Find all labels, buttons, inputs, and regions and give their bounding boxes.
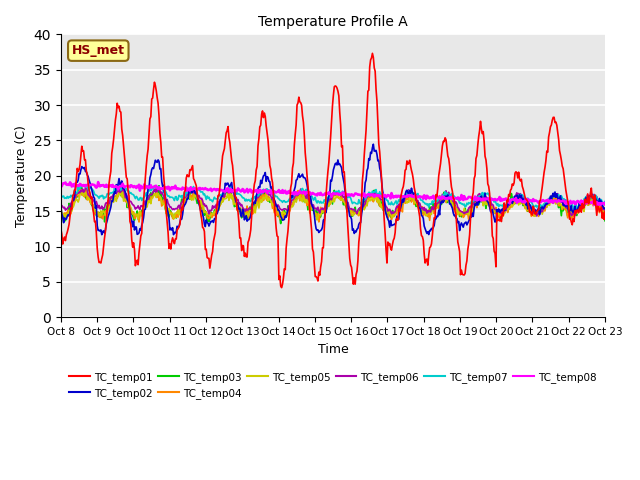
TC_temp03 (601, 218, 609, 224)
TC_temp08 (421, 193, 429, 199)
TC_temp05 (422, 213, 430, 219)
TC_temp02 (57, 204, 65, 210)
TC_temp02 (98, 232, 106, 238)
TC_temp04 (601, 212, 609, 217)
Line: TC_temp08: TC_temp08 (61, 182, 605, 206)
TC_temp07 (570, 207, 578, 213)
TC_temp06 (601, 207, 609, 213)
TC_temp04 (422, 208, 430, 214)
TC_temp08 (601, 202, 609, 207)
TC_temp04 (155, 198, 163, 204)
TC_temp04 (199, 207, 207, 213)
TC_temp07 (601, 199, 609, 204)
TC_temp01 (380, 203, 387, 209)
TC_temp06 (379, 196, 387, 202)
TC_temp02 (304, 188, 312, 193)
TC_temp04 (305, 199, 313, 204)
TC_temp06 (304, 195, 312, 201)
TC_temp01 (468, 194, 476, 200)
TC_temp03 (468, 200, 476, 205)
TC_temp03 (155, 183, 163, 189)
TC_temp08 (468, 195, 476, 201)
TC_temp07 (78, 182, 86, 188)
TC_temp04 (468, 209, 476, 215)
TC_temp01 (601, 209, 609, 215)
TC_temp07 (379, 191, 387, 196)
TC_temp03 (154, 192, 161, 198)
TC_temp05 (380, 204, 387, 210)
TC_temp08 (379, 194, 387, 200)
Y-axis label: Temperature (C): Temperature (C) (15, 125, 28, 227)
TC_temp04 (380, 201, 387, 206)
TC_temp06 (468, 205, 476, 211)
TC_temp03 (57, 211, 65, 216)
TC_temp01 (278, 285, 285, 290)
TC_temp02 (369, 142, 377, 147)
TC_temp07 (468, 198, 476, 204)
TC_temp05 (57, 205, 65, 211)
TC_temp06 (81, 185, 89, 191)
TC_temp06 (533, 213, 541, 219)
TC_temp06 (198, 195, 205, 201)
Line: TC_temp03: TC_temp03 (61, 186, 605, 224)
TC_temp02 (380, 192, 387, 198)
TC_temp07 (57, 191, 65, 197)
TC_temp01 (369, 50, 376, 56)
TC_temp05 (468, 206, 476, 212)
Line: TC_temp07: TC_temp07 (61, 185, 605, 210)
TC_temp08 (57, 181, 65, 187)
TC_temp03 (198, 204, 205, 209)
Line: TC_temp02: TC_temp02 (61, 144, 605, 235)
TC_temp06 (421, 208, 429, 214)
TC_temp04 (135, 219, 143, 225)
TC_temp02 (198, 207, 205, 213)
TC_temp07 (198, 189, 205, 195)
TC_temp01 (304, 183, 312, 189)
TC_temp05 (601, 208, 609, 214)
X-axis label: Time: Time (317, 343, 348, 356)
Title: Temperature Profile A: Temperature Profile A (258, 15, 408, 29)
TC_temp02 (154, 157, 162, 163)
TC_temp07 (421, 201, 429, 207)
TC_temp02 (468, 210, 476, 216)
TC_temp06 (154, 186, 162, 192)
Legend: TC_temp01, TC_temp02, TC_temp03, TC_temp04, TC_temp05, TC_temp06, TC_temp07, TC_: TC_temp01, TC_temp02, TC_temp03, TC_temp… (65, 368, 601, 403)
TC_temp04 (57, 213, 65, 219)
TC_temp08 (94, 179, 102, 185)
TC_temp07 (154, 186, 162, 192)
TC_temp01 (154, 95, 161, 100)
TC_temp06 (57, 203, 65, 208)
TC_temp03 (305, 202, 313, 207)
TC_temp05 (154, 192, 162, 198)
Line: TC_temp06: TC_temp06 (61, 188, 605, 216)
TC_temp08 (198, 186, 205, 192)
TC_temp04 (77, 187, 84, 192)
TC_temp02 (422, 228, 430, 234)
TC_temp08 (594, 203, 602, 209)
TC_temp05 (198, 203, 205, 209)
TC_temp05 (313, 217, 321, 223)
TC_temp08 (154, 186, 162, 192)
TC_temp01 (422, 257, 430, 263)
TC_temp05 (116, 188, 124, 193)
TC_temp01 (197, 211, 205, 217)
TC_temp02 (601, 205, 609, 211)
TC_temp03 (380, 207, 387, 213)
TC_temp08 (304, 190, 312, 196)
Text: HS_met: HS_met (72, 44, 125, 57)
TC_temp07 (304, 188, 312, 193)
Line: TC_temp05: TC_temp05 (61, 191, 605, 220)
TC_temp03 (422, 209, 430, 215)
Line: TC_temp04: TC_temp04 (61, 190, 605, 222)
Line: TC_temp01: TC_temp01 (61, 53, 605, 288)
TC_temp05 (304, 200, 312, 205)
TC_temp03 (277, 221, 285, 227)
TC_temp01 (57, 226, 65, 232)
